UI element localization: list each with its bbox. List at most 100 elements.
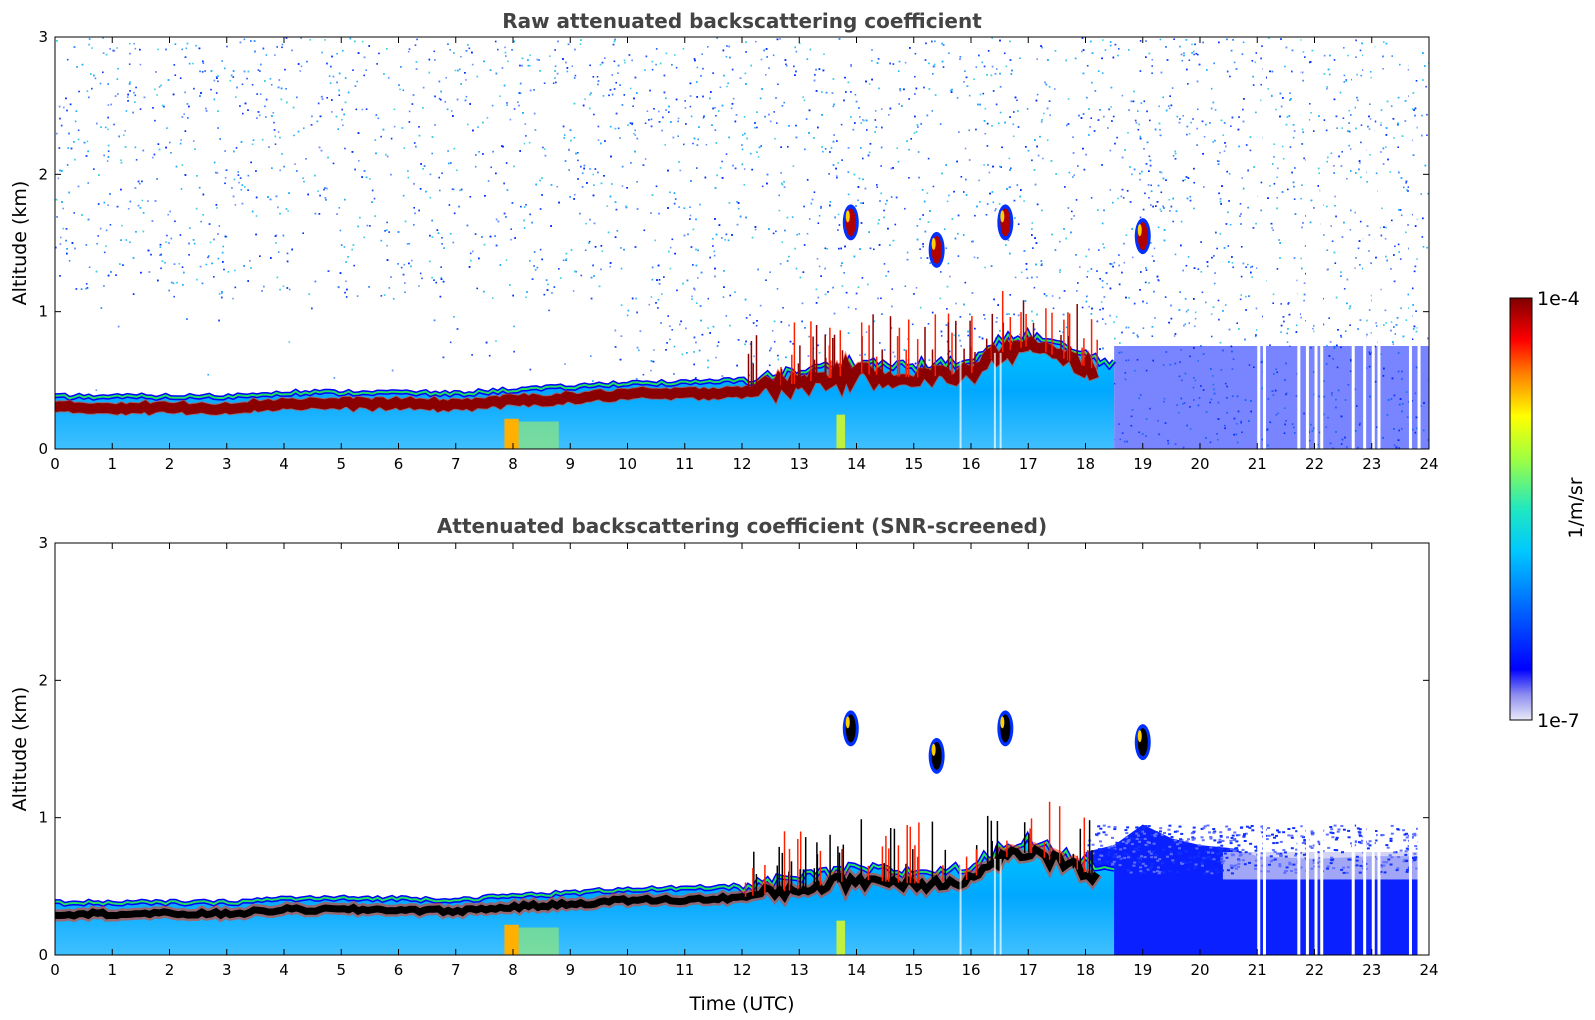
noise-pixel bbox=[1275, 108, 1277, 111]
noise-pixel bbox=[1216, 247, 1218, 250]
noise-pixel bbox=[889, 244, 891, 246]
noise-pixel bbox=[238, 181, 240, 184]
noise-pixel bbox=[1042, 157, 1044, 160]
noise-pixel bbox=[565, 259, 567, 261]
noise-pixel bbox=[1173, 38, 1175, 40]
noise-pixel bbox=[1031, 222, 1034, 224]
noise-pixel bbox=[361, 40, 364, 43]
noise-pixel bbox=[702, 67, 704, 70]
noise-pixel bbox=[1026, 108, 1029, 110]
noise-pixel bbox=[517, 101, 519, 103]
noise-pixel bbox=[1058, 297, 1061, 299]
noise-pixel bbox=[525, 135, 527, 137]
noise-pixel bbox=[342, 50, 344, 52]
noise-pixel bbox=[1382, 68, 1384, 70]
noise-pixel bbox=[332, 75, 335, 78]
noise-pixel bbox=[107, 204, 109, 206]
noise-pixel bbox=[210, 88, 212, 91]
noise-pixel bbox=[159, 254, 161, 256]
noise-pixel bbox=[390, 137, 393, 140]
noise-pixel bbox=[788, 324, 790, 327]
noise-pixel bbox=[1188, 59, 1191, 61]
noise-pixel bbox=[695, 248, 697, 251]
noise-pixel bbox=[619, 137, 621, 139]
noise-pixel bbox=[62, 207, 64, 210]
noise-pixel bbox=[401, 127, 404, 129]
noise-pixel bbox=[1101, 72, 1104, 74]
noise-pixel bbox=[551, 292, 553, 294]
noise-pixel bbox=[962, 234, 965, 236]
noise-pixel bbox=[906, 258, 909, 261]
noise-pixel bbox=[914, 93, 916, 95]
noise-pixel bbox=[1017, 126, 1020, 128]
noise-pixel bbox=[999, 165, 1001, 168]
noise-pixel bbox=[57, 177, 60, 180]
noise-pixel bbox=[363, 74, 365, 77]
noise-pixel bbox=[510, 238, 512, 241]
noise-pixel bbox=[106, 160, 109, 162]
noise-pixel bbox=[288, 288, 291, 291]
noise-pixel bbox=[542, 146, 544, 149]
noise-pixel bbox=[838, 224, 841, 226]
noise-pixel bbox=[213, 161, 216, 164]
noise-pixel bbox=[792, 165, 795, 167]
noise-pixel bbox=[947, 262, 950, 265]
noise-pixel bbox=[1020, 271, 1023, 274]
noise-pixel bbox=[1036, 276, 1038, 278]
noise-pixel bbox=[1014, 276, 1017, 279]
noise-pixel bbox=[724, 239, 726, 241]
noise-pixel bbox=[828, 173, 830, 175]
noise-pixel bbox=[1415, 80, 1418, 82]
noise-pixel bbox=[854, 122, 856, 124]
noise-pixel bbox=[124, 130, 126, 132]
noise-pixel bbox=[192, 140, 195, 142]
noise-pixel bbox=[773, 111, 775, 113]
noise-pixel bbox=[232, 76, 235, 78]
noise-pixel bbox=[719, 86, 722, 89]
noise-pixel bbox=[1031, 228, 1033, 230]
noise-pixel bbox=[689, 105, 692, 108]
noise-pixel bbox=[679, 169, 682, 172]
noise-pixel bbox=[778, 209, 781, 212]
noise-pixel bbox=[77, 129, 80, 132]
noise-pixel bbox=[495, 340, 497, 342]
noise-pixel bbox=[877, 297, 879, 300]
noise-pixel bbox=[520, 205, 522, 208]
noise-pixel bbox=[513, 108, 516, 110]
noise-pixel bbox=[760, 58, 763, 61]
noise-pixel bbox=[604, 57, 606, 59]
noise-pixel bbox=[68, 260, 71, 262]
noise-pixel bbox=[1343, 47, 1345, 49]
noise-pixel bbox=[398, 84, 400, 86]
noise-pixel bbox=[159, 246, 162, 248]
noise-pixel bbox=[1153, 247, 1156, 250]
noise-pixel bbox=[543, 293, 546, 296]
noise-pixel bbox=[209, 241, 212, 244]
noise-pixel bbox=[963, 191, 965, 193]
noise-pixel bbox=[874, 110, 877, 112]
noise-pixel bbox=[1385, 322, 1387, 324]
noise-pixel bbox=[655, 63, 657, 66]
noise-pixel bbox=[105, 245, 107, 247]
noise-pixel bbox=[208, 255, 210, 257]
noise-pixel bbox=[1213, 255, 1215, 257]
noise-pixel bbox=[192, 62, 194, 65]
noise-pixel bbox=[1072, 176, 1074, 178]
noise-pixel bbox=[865, 331, 868, 333]
noise-pixel bbox=[201, 71, 204, 73]
noise-pixel bbox=[1229, 75, 1231, 78]
noise-pixel bbox=[1334, 262, 1337, 264]
noise-pixel bbox=[173, 64, 176, 66]
noise-pixel bbox=[286, 252, 289, 255]
noise-pixel bbox=[1318, 172, 1320, 174]
noise-pixel bbox=[1380, 109, 1383, 111]
noise-pixel bbox=[1140, 102, 1143, 104]
noise-pixel bbox=[1357, 328, 1359, 330]
noise-pixel bbox=[896, 147, 898, 149]
noise-pixel bbox=[1336, 127, 1338, 129]
noise-pixel bbox=[678, 206, 680, 208]
noise-pixel bbox=[1328, 73, 1331, 76]
noise-pixel bbox=[78, 90, 80, 93]
noise-pixel bbox=[1103, 246, 1105, 249]
noise-pixel bbox=[1118, 254, 1120, 256]
